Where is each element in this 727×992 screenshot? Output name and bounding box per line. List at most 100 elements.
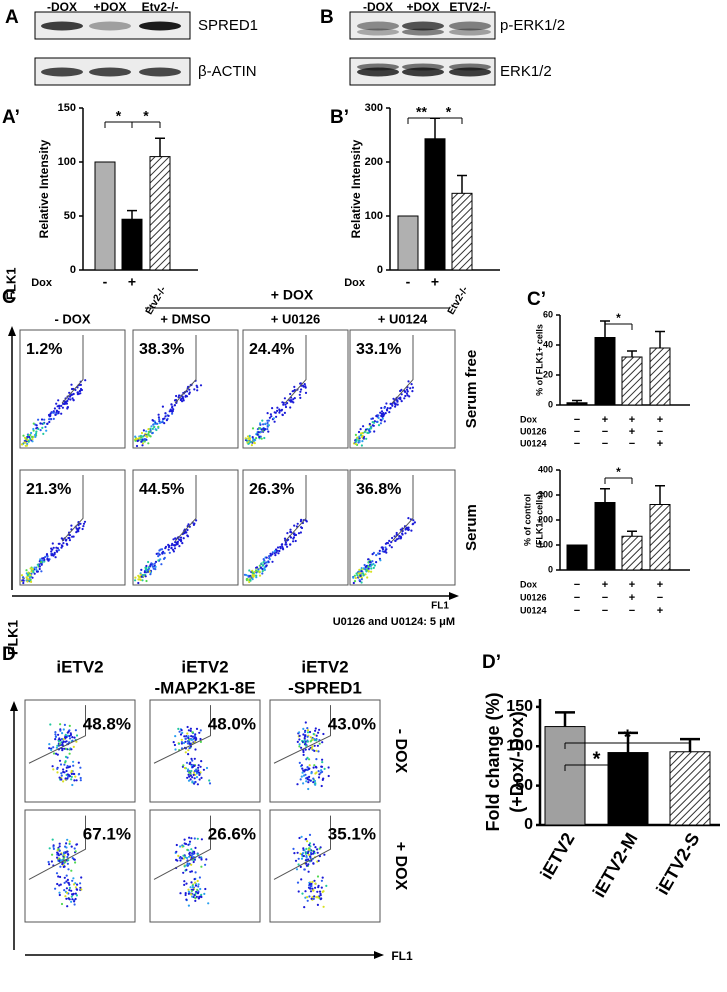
event-dot	[388, 539, 391, 543]
event-dot	[22, 434, 25, 437]
event-dot	[298, 731, 301, 734]
event-dot	[300, 857, 304, 860]
event-dot	[309, 779, 312, 782]
event-dot	[413, 521, 416, 524]
event-dot	[63, 723, 66, 727]
event-dot	[302, 847, 305, 850]
event-dot	[48, 847, 51, 850]
event-dot	[24, 444, 27, 447]
event-dot	[411, 390, 414, 393]
event-dot	[380, 414, 383, 417]
event-dot	[306, 899, 309, 902]
event-dot	[183, 865, 186, 868]
event-dot	[248, 569, 251, 572]
event-dot	[76, 883, 79, 886]
event-dot	[67, 397, 70, 400]
event-dot	[304, 391, 308, 394]
event-dot	[306, 740, 309, 743]
event-dot	[134, 579, 137, 582]
event-dot	[64, 851, 67, 854]
event-dot	[273, 550, 276, 553]
event-dot	[66, 905, 69, 908]
event-dot	[294, 859, 298, 862]
event-dot	[34, 435, 37, 438]
event-dot	[308, 758, 311, 761]
event-dot	[307, 781, 310, 784]
event-dot	[67, 859, 70, 862]
event-dot	[367, 558, 370, 561]
event-dot	[59, 865, 62, 868]
event-dot	[187, 749, 190, 752]
event-dot	[64, 755, 68, 759]
event-dot	[59, 723, 62, 726]
event-dot	[303, 737, 306, 740]
event-dot	[136, 439, 139, 443]
event-dot	[162, 550, 165, 554]
percentage: 38.3%	[139, 341, 184, 358]
event-dot	[164, 547, 167, 550]
event-dot	[72, 883, 76, 886]
event-dot	[296, 851, 299, 854]
event-dot	[305, 758, 308, 761]
event-dot	[381, 417, 384, 420]
event-dot	[258, 574, 262, 577]
event-dot	[58, 859, 61, 863]
event-dot	[308, 730, 312, 734]
x-axis-label: FL1	[431, 601, 449, 612]
event-dot	[267, 424, 270, 427]
event-dot	[307, 858, 310, 861]
event-dot	[352, 576, 355, 579]
event-dot	[307, 863, 310, 866]
sig-label: *	[593, 748, 601, 770]
event-dot	[191, 884, 194, 887]
event-dot	[72, 760, 75, 763]
x-tick-label: +	[128, 274, 136, 290]
event-dot	[171, 412, 174, 415]
event-dot	[63, 881, 66, 885]
event-dot	[79, 779, 82, 782]
event-dot	[377, 416, 380, 420]
event-dot	[160, 563, 163, 566]
event-dot	[148, 570, 151, 573]
event-dot	[184, 893, 187, 897]
percentage: 26.6%	[208, 824, 256, 843]
event-dot	[309, 890, 313, 893]
event-dot	[82, 522, 86, 525]
event-dot	[193, 777, 196, 780]
event-dot	[153, 422, 156, 425]
event-dot	[306, 735, 309, 738]
event-dot	[312, 862, 315, 865]
event-dot	[70, 748, 73, 751]
event-dot	[297, 863, 300, 866]
event-dot	[311, 738, 314, 741]
event-dot	[185, 856, 189, 860]
event-dot	[305, 856, 308, 859]
event-dot	[310, 884, 313, 888]
event-dot	[48, 747, 51, 750]
event-dot	[183, 842, 186, 845]
event-dot	[390, 546, 393, 549]
event-dot	[53, 553, 56, 556]
event-dot	[316, 903, 319, 907]
event-dot	[199, 729, 202, 732]
table-cell: −	[574, 579, 580, 591]
event-dot	[32, 571, 35, 574]
event-dot	[57, 848, 60, 851]
event-dot	[271, 560, 274, 563]
event-dot	[276, 546, 280, 549]
event-dot	[33, 572, 36, 575]
event-dot	[310, 772, 313, 775]
event-dot	[63, 771, 66, 774]
event-dot	[44, 555, 47, 559]
table-cell: −	[574, 426, 580, 438]
bar	[649, 347, 671, 406]
y-tick-label: 300	[365, 102, 383, 114]
event-dot	[370, 427, 373, 430]
percentage: 21.3%	[26, 481, 71, 498]
event-dot	[301, 892, 304, 895]
event-dot	[390, 402, 394, 405]
band	[402, 63, 444, 71]
event-dot	[399, 535, 402, 538]
y-tick-label: 50	[64, 210, 76, 222]
event-dot	[308, 748, 311, 751]
